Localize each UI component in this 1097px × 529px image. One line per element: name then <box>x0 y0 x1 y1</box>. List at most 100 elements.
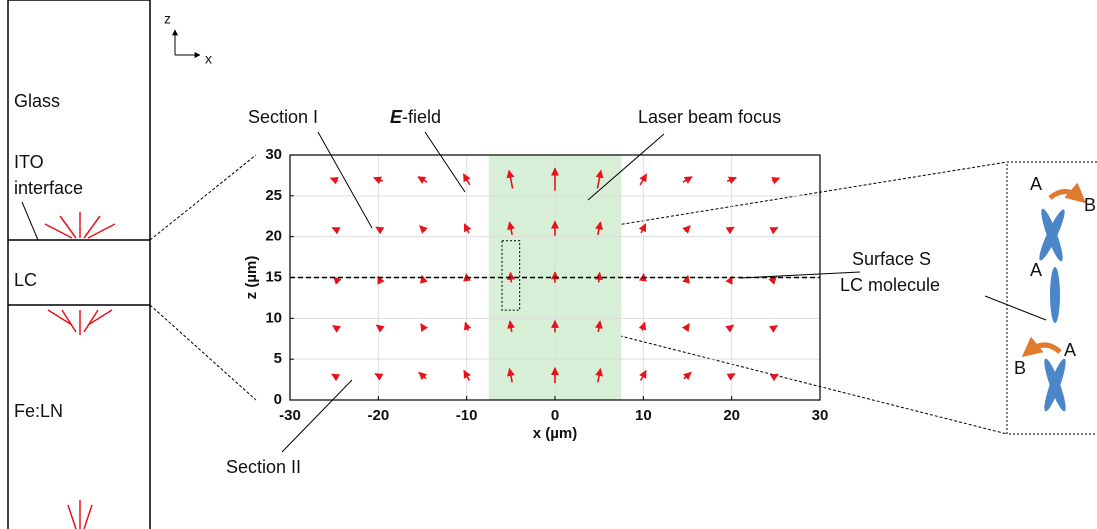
annotation: -field <box>402 107 441 127</box>
molecule-label: A <box>1064 340 1076 360</box>
field-arrow <box>462 173 471 186</box>
field-arrow <box>683 371 692 381</box>
y-tick-label: 5 <box>274 350 282 367</box>
field-arrow <box>595 169 604 189</box>
field-arrow <box>639 369 647 381</box>
field-arrow <box>375 324 385 333</box>
field-arrow <box>329 176 339 185</box>
leader-line <box>587 133 665 201</box>
field-arrow <box>771 176 781 185</box>
field-arrow <box>768 276 777 285</box>
rotation-arrow <box>1048 182 1087 204</box>
field-arrow <box>463 223 472 234</box>
leader-line <box>317 131 373 229</box>
layer-label: Glass <box>14 91 60 111</box>
field-arrow <box>726 373 736 381</box>
field-arrow <box>595 221 603 235</box>
molecule <box>1044 358 1066 412</box>
panel-frame <box>1006 161 1097 435</box>
molecule-panel: A B A B A <box>1006 161 1097 435</box>
field-arrow <box>682 274 691 284</box>
field-arrow <box>375 226 385 235</box>
y-tick-label: 30 <box>265 146 282 163</box>
leader-line <box>281 379 353 453</box>
x-tick-label: 10 <box>635 407 652 424</box>
annotation: E-field <box>390 107 441 127</box>
annotation: Section I <box>248 107 318 127</box>
field-arrow <box>419 225 428 234</box>
field-arrow <box>769 226 779 235</box>
leader-line <box>739 271 861 279</box>
annotation: Section II <box>226 457 301 477</box>
field-arrow <box>506 169 515 189</box>
molecule-label: A <box>1030 260 1042 280</box>
field-arrow <box>463 321 472 331</box>
field-arrow <box>682 176 693 184</box>
field-arrow <box>769 373 779 382</box>
layer-label: interface <box>14 178 83 198</box>
x-tick-label: 0 <box>551 407 559 424</box>
field-arrow <box>725 226 735 235</box>
field-arrow <box>682 225 691 234</box>
field-arrow <box>681 323 690 333</box>
field-arrow <box>594 320 603 333</box>
y-tick-label: 20 <box>265 228 282 245</box>
y-tick-label: 25 <box>265 187 282 204</box>
field-arrow <box>725 324 735 333</box>
annotation-symbol: E <box>390 107 403 127</box>
plot-frame <box>289 154 821 401</box>
field-arrow <box>768 324 778 333</box>
axis-indicator-label: z <box>164 11 171 27</box>
field-arrow <box>638 321 647 331</box>
annotation: Surface S <box>852 249 931 269</box>
axes-indicator: z x <box>164 11 212 67</box>
field-arrow <box>595 367 604 383</box>
field-arrow <box>463 369 471 381</box>
x-tick-label: -30 <box>279 407 301 424</box>
field-arrow <box>331 226 341 235</box>
field-arrow <box>506 367 515 383</box>
field-arrow <box>332 324 342 333</box>
field-arrow <box>726 176 737 185</box>
leader-line <box>424 131 466 193</box>
y-tick-label: 0 <box>274 391 282 408</box>
y-tick-label: 10 <box>265 309 282 326</box>
annotations: Section I E-field Laser beam focus Surfa… <box>226 107 1047 477</box>
axis-indicator-label: x <box>205 51 212 67</box>
x-axis-label: x (µm) <box>533 425 577 442</box>
molecule-label: A <box>1030 174 1042 194</box>
field-arrow <box>594 271 603 283</box>
field-arrow <box>507 221 515 235</box>
molecule-label: B <box>1014 358 1026 378</box>
layer-label: Fe:LN <box>14 401 63 421</box>
layer-panel: Glass ITO interface LC Fe:LN <box>7 0 151 529</box>
layer-label: LC <box>14 270 37 290</box>
dipole-field <box>44 212 116 529</box>
molecule-label: B <box>1084 195 1096 215</box>
field-arrow <box>639 173 648 186</box>
plot: -30 -20 -10 0 10 20 30 0 5 10 15 20 25 30 x (µm) z (µm) <box>243 146 828 442</box>
x-tick-label: 20 <box>723 407 740 424</box>
panel-frame <box>7 0 151 529</box>
field-arrow <box>507 320 516 333</box>
field-arrow <box>374 373 384 381</box>
annotation: LC molecule <box>840 275 940 295</box>
field-arrow <box>418 371 427 381</box>
x-tick-label: 30 <box>812 407 829 424</box>
leader-line <box>21 201 39 241</box>
y-tick-label: 15 <box>265 268 282 285</box>
x-tick-label: -10 <box>456 407 478 424</box>
field-arrow <box>331 373 341 382</box>
rotation-arrow <box>1021 336 1062 358</box>
field-arrow <box>420 323 429 333</box>
field-arrow <box>373 176 384 185</box>
x-tick-label: -20 <box>367 407 389 424</box>
field-arrow <box>638 223 647 234</box>
layer-label: ITO <box>14 152 44 172</box>
zoom-box <box>501 240 521 311</box>
molecule <box>1039 209 1065 261</box>
molecule <box>1050 267 1060 323</box>
annotation: Laser beam focus <box>638 107 781 127</box>
leader-line <box>984 295 1047 321</box>
